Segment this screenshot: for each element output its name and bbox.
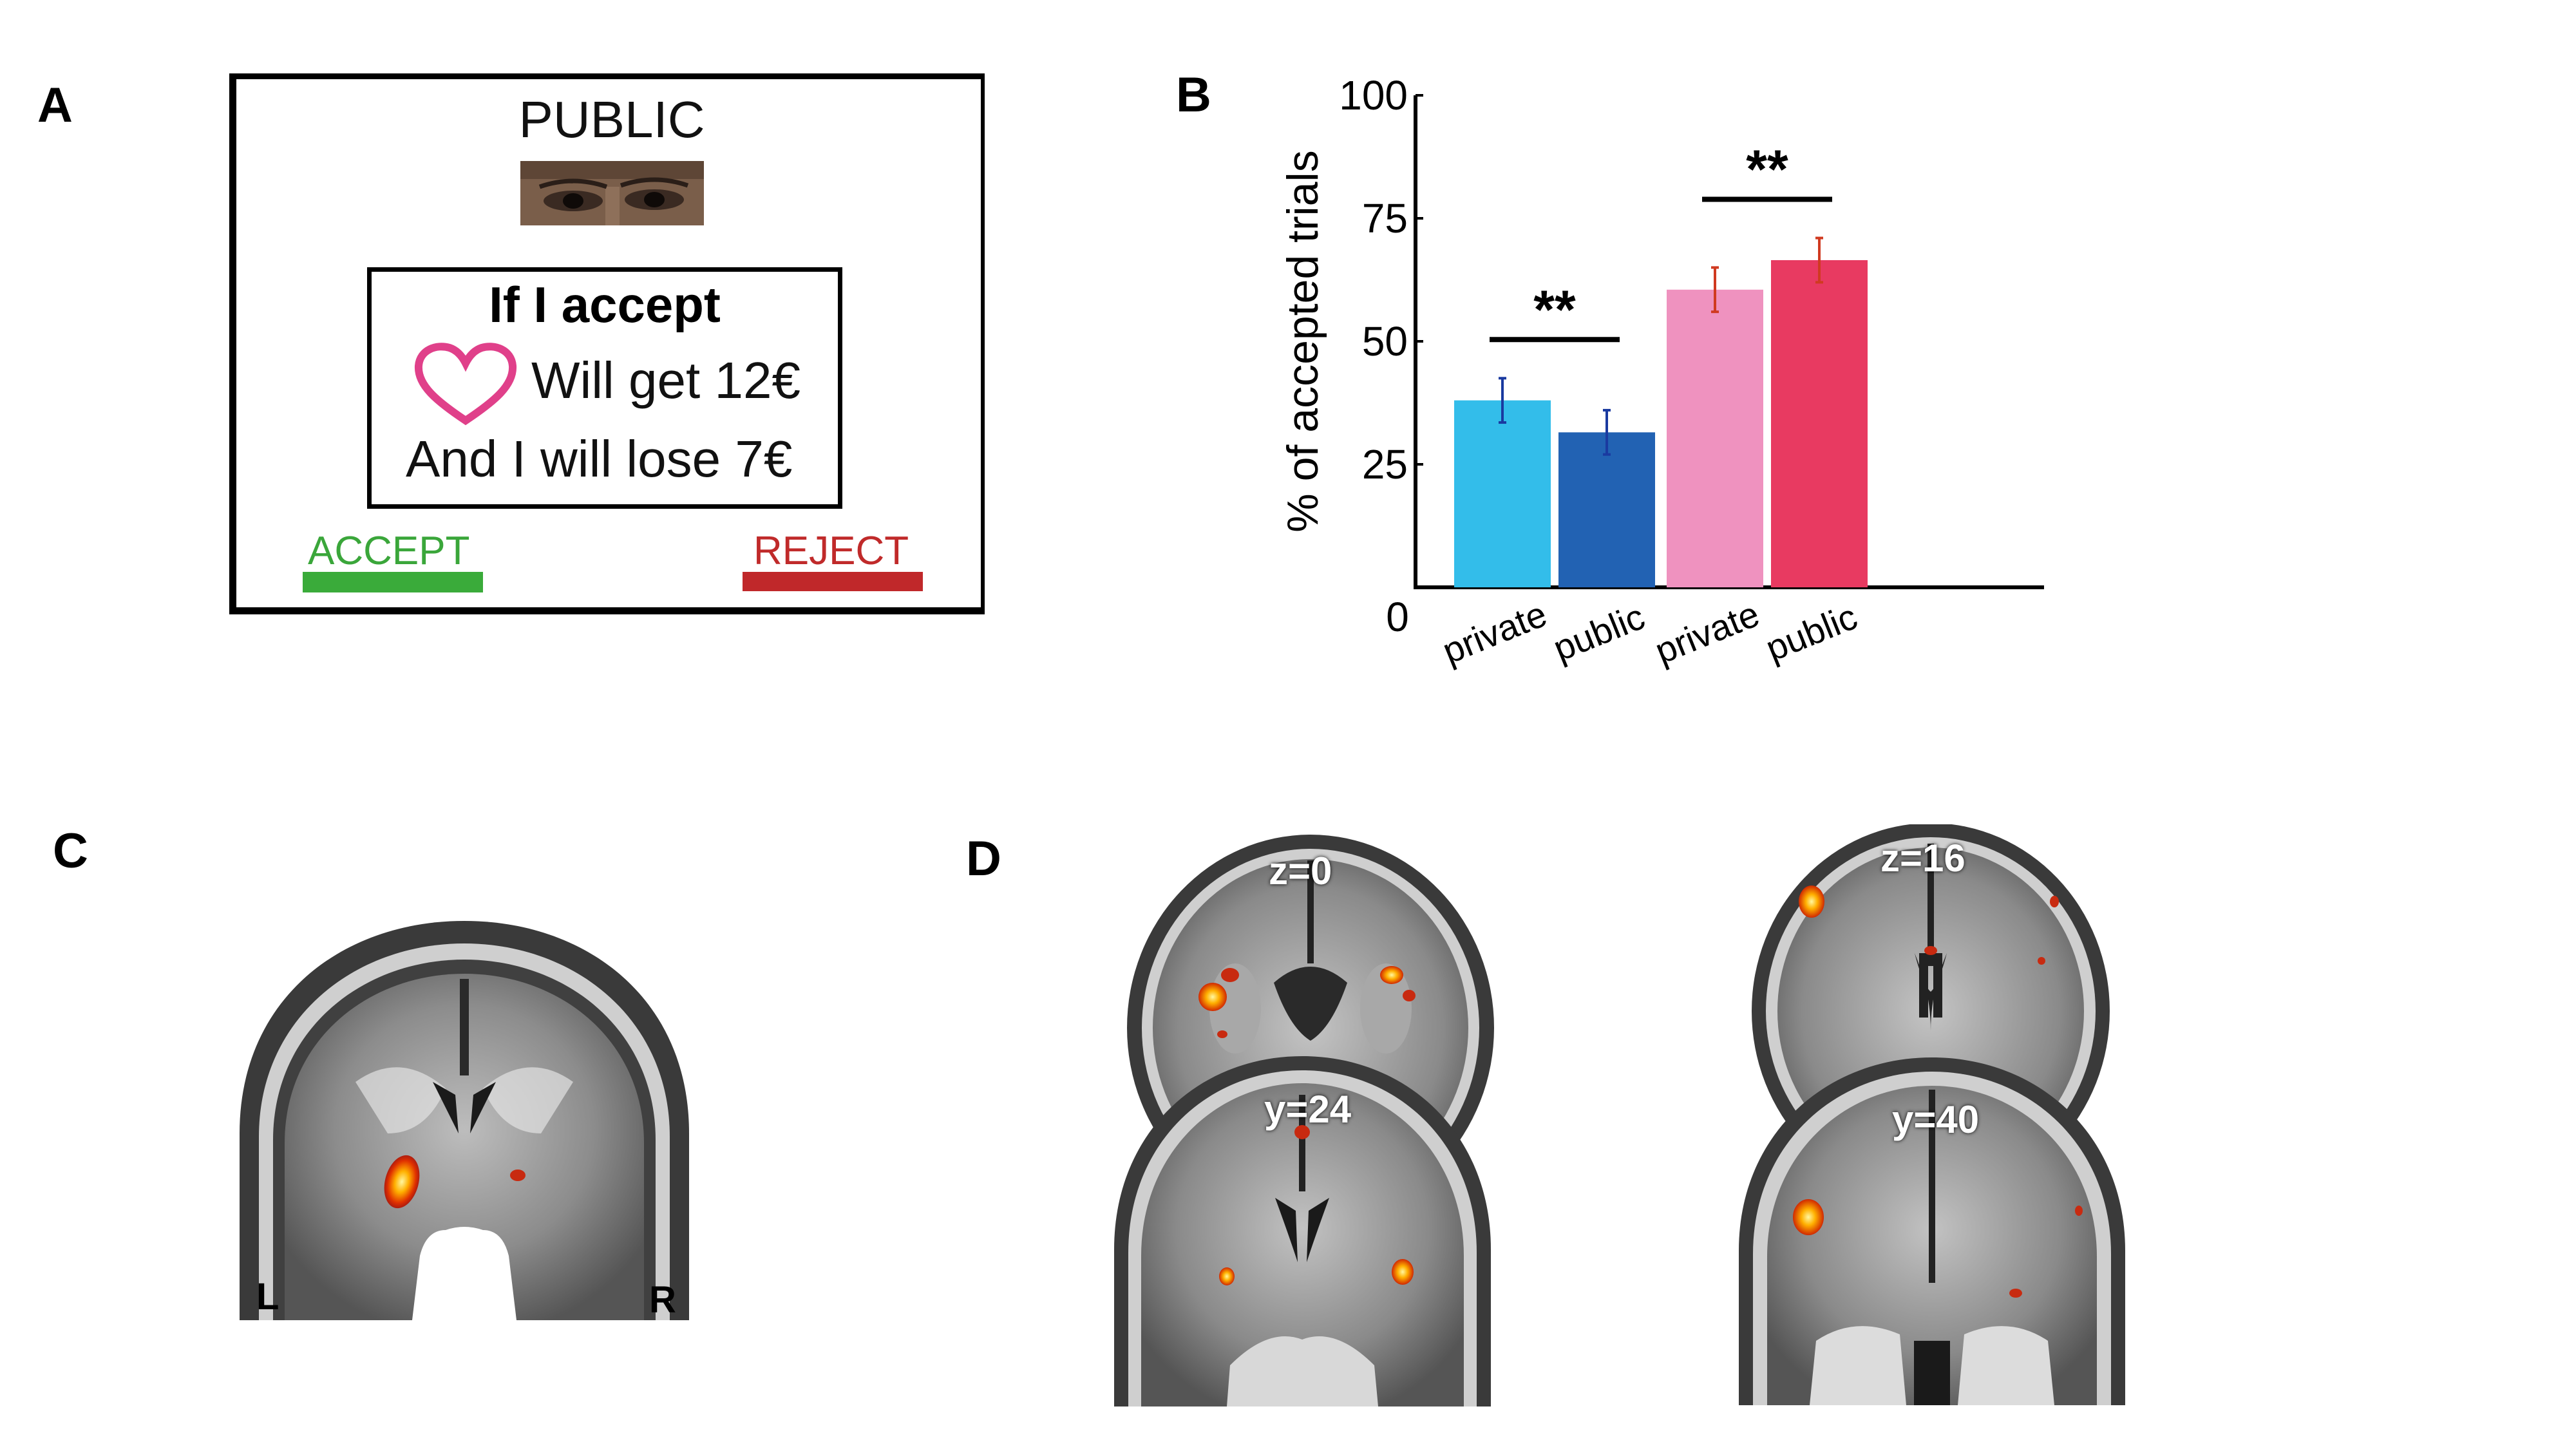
eyes-photo-icon (520, 161, 704, 225)
y-axis-label: % of accepted trials (1278, 150, 1327, 532)
accept-button[interactable] (303, 572, 483, 592)
axial-brain-scan-z16: z=16 (1750, 824, 2111, 1127)
coronal-brain-scan-c: L R (233, 921, 696, 1320)
slice-label-z0: z=0 (1269, 849, 1332, 893)
coronal-brain-scan-y40: y=40 (1739, 1057, 2125, 1405)
offer-box (367, 267, 842, 509)
slice-label-y40: y=40 (1892, 1098, 1980, 1141)
slice-label-z16: z=16 (1880, 837, 1965, 880)
left-hemisphere-label: L (256, 1276, 279, 1318)
panel-letter-c: C (53, 824, 88, 878)
bar-1 (1558, 432, 1655, 587)
significance-label-0: ** (1533, 279, 1576, 339)
accept-label: ACCEPT (308, 529, 470, 573)
x-tick-label-1: public (1548, 596, 1650, 668)
bar-2 (1667, 289, 1763, 587)
panel-letter-b: B (1176, 68, 1211, 122)
offer-gain-text: Will get 12€ (531, 352, 800, 409)
y-tick-label-50: 50 (1362, 318, 1408, 365)
reject-label: REJECT (753, 529, 909, 573)
condition-label: PUBLIC (518, 91, 705, 148)
y-tick-label-75: 75 (1362, 195, 1408, 242)
bar-3 (1771, 260, 1868, 587)
heart-icon (411, 340, 520, 427)
x-tick-label-0: private (1437, 593, 1552, 671)
offer-title: If I accept (489, 276, 721, 333)
offer-loss-text: And I will lose 7€ (406, 430, 793, 488)
reject-button[interactable] (743, 572, 923, 591)
y-tick-label-100: 100 (1339, 72, 1408, 118)
x-tick-label-3: public (1760, 596, 1862, 668)
right-hemisphere-label: R (649, 1279, 676, 1320)
coronal-brain-scan-y24: y=24 (1114, 1056, 1491, 1406)
y-tick-label-25: 25 (1362, 441, 1408, 488)
significance-label-1: ** (1746, 139, 1788, 200)
x-tick-label-2: private (1649, 593, 1765, 671)
y-origin-label: 0 (1386, 594, 1409, 640)
slice-label-y24: y=24 (1264, 1088, 1352, 1131)
bar-0 (1454, 400, 1551, 587)
panel-letter-d: D (966, 831, 1001, 886)
panel-letter-a: A (37, 78, 73, 133)
